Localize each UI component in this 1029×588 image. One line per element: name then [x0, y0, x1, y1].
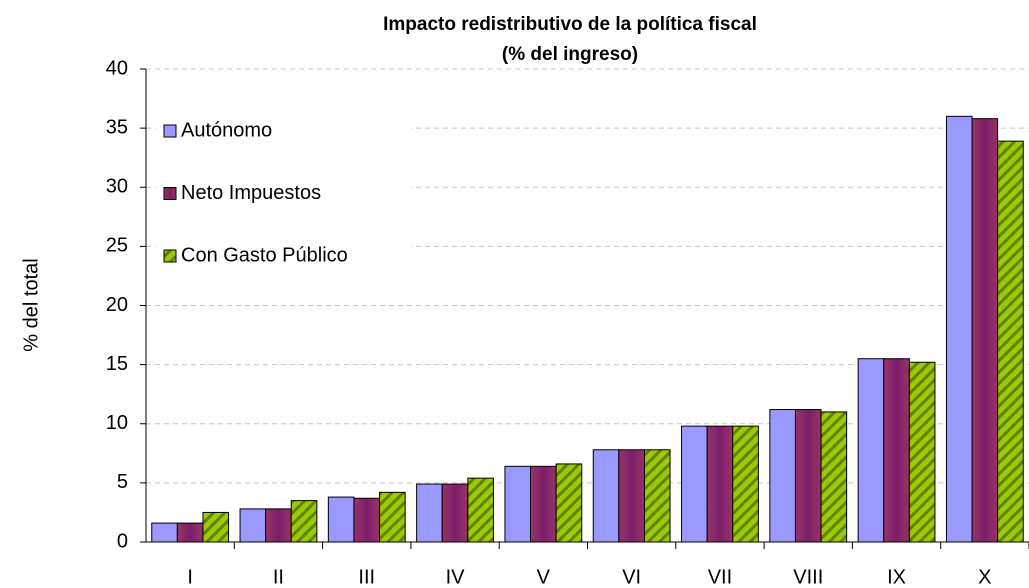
legend-swatch — [163, 187, 177, 200]
legend-swatch — [163, 124, 177, 138]
bar — [467, 477, 494, 543]
y-tick-label: 25 — [106, 235, 128, 257]
bar — [945, 115, 973, 543]
y-tick-label: 0 — [117, 530, 128, 552]
x-tick-label: VII — [708, 566, 732, 588]
bar — [971, 118, 999, 543]
bar — [416, 483, 443, 543]
bar — [794, 409, 822, 543]
bar — [290, 500, 318, 543]
x-tick-label: VIII — [793, 566, 823, 588]
bar — [592, 449, 620, 543]
bar — [239, 508, 267, 543]
legend-label: Neto Impuestos — [181, 182, 321, 204]
x-tick-label: I — [187, 566, 193, 588]
bar — [202, 511, 230, 543]
x-tick-label: IV — [446, 566, 466, 588]
legend-label: Autónomo — [181, 119, 272, 141]
bar — [327, 496, 355, 543]
bar — [820, 411, 848, 543]
x-tick-label: X — [978, 566, 991, 588]
y-axis-label: % del total — [20, 258, 42, 351]
bar — [504, 465, 532, 543]
x-tick-label: VI — [622, 566, 641, 588]
legend-label: Con Gasto Público — [181, 244, 348, 266]
bar — [997, 140, 1024, 543]
chart-title: Impacto redistributivo de la política fi… — [383, 14, 757, 35]
y-tick-label: 30 — [106, 176, 128, 198]
x-tick-label: V — [537, 566, 551, 588]
bar — [176, 522, 204, 543]
y-tick-label: 10 — [106, 412, 128, 434]
bar — [555, 463, 583, 543]
x-tick-label: IX — [887, 566, 906, 588]
x-tick-label: II — [273, 566, 284, 588]
bar — [530, 465, 557, 543]
y-tick-label: 35 — [106, 116, 128, 138]
legend-background — [156, 106, 411, 281]
y-tick-label: 5 — [117, 471, 128, 493]
y-tick-label: 20 — [106, 294, 128, 316]
bar — [769, 409, 796, 543]
chart-subtitle: (% del ingreso) — [502, 44, 638, 65]
bar — [857, 358, 885, 543]
bar — [618, 449, 645, 543]
bar — [706, 425, 734, 543]
bar — [441, 483, 469, 543]
bar — [353, 497, 381, 543]
legend-swatch — [163, 249, 177, 263]
bar — [379, 491, 406, 543]
bar — [681, 425, 708, 543]
x-tick-label: III — [358, 566, 375, 588]
bar — [908, 361, 936, 543]
bar — [265, 508, 292, 543]
bar — [151, 522, 178, 543]
bar — [883, 358, 910, 543]
bar — [732, 425, 759, 543]
y-tick-label: 15 — [106, 353, 128, 375]
bar — [643, 449, 671, 543]
y-tick-label: 40 — [106, 57, 128, 79]
